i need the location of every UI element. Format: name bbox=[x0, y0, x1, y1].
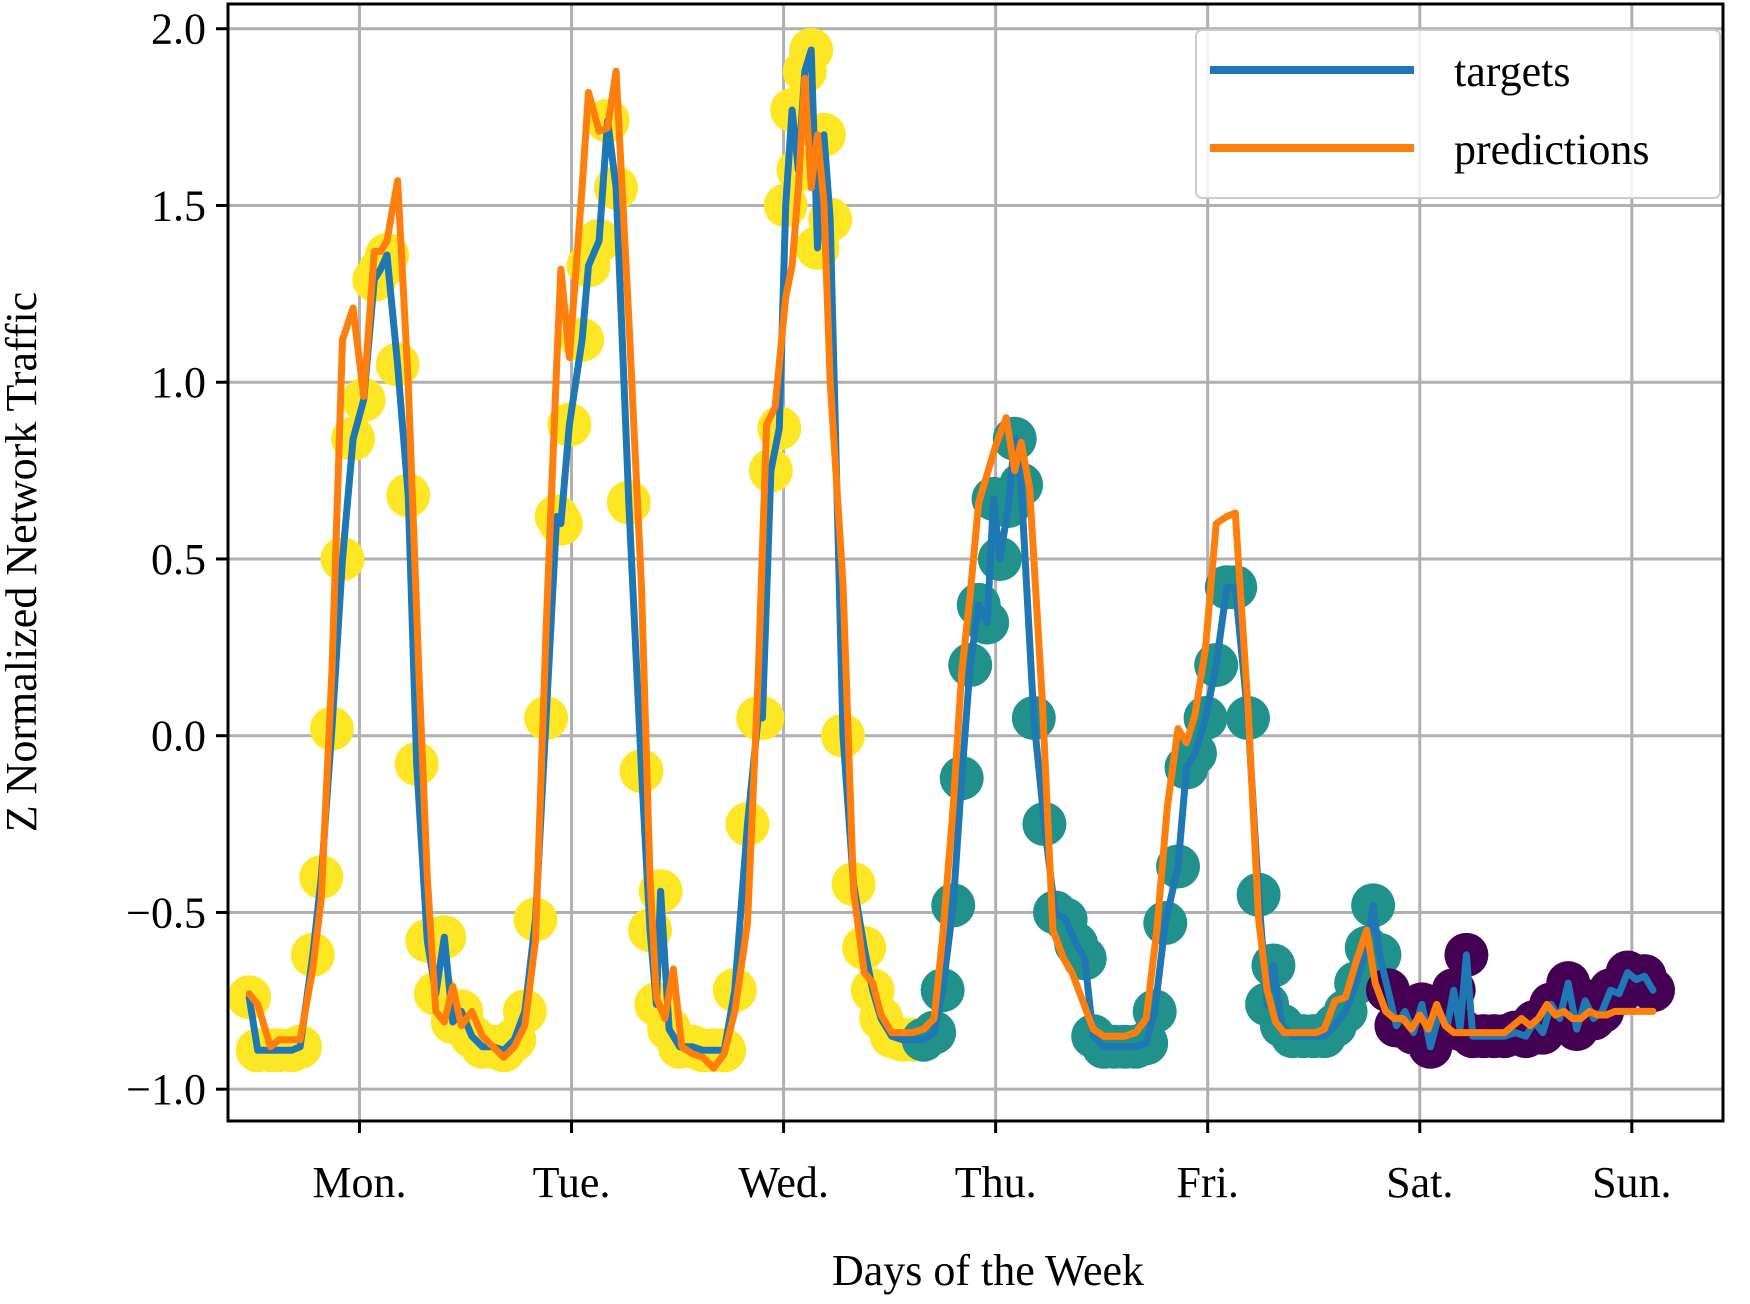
series-line-predictions bbox=[245, 67, 1657, 1072]
x-tick-label: Mon. bbox=[312, 1158, 406, 1207]
x-tick-label: Sun. bbox=[1592, 1158, 1671, 1207]
y-tick-label: 2.0 bbox=[151, 5, 206, 54]
x-tick-label: Sat. bbox=[1386, 1158, 1453, 1207]
series-lines bbox=[245, 46, 1657, 1072]
legend: targets predictions bbox=[1195, 29, 1721, 199]
x-tick-label: Fri. bbox=[1177, 1158, 1239, 1207]
x-axis-label: Days of the Week bbox=[832, 1246, 1144, 1295]
x-tick-label: Wed. bbox=[738, 1158, 829, 1207]
legend-targets-label: targets bbox=[1454, 47, 1571, 96]
y-tick-label: 0.0 bbox=[151, 712, 206, 761]
y-axis-label: Z Normalized Network Traffic bbox=[0, 292, 46, 833]
x-tick-label: Thu. bbox=[955, 1158, 1037, 1207]
axes-frame bbox=[226, 2, 1725, 1123]
y-tick-label: 1.5 bbox=[151, 181, 206, 230]
y-tick-label: 1.0 bbox=[151, 358, 206, 407]
y-tick-label: 0.5 bbox=[151, 535, 206, 584]
y-tick-label: −1.0 bbox=[126, 1065, 206, 1114]
axis-ticks: Mon. Tue. Wed. Thu. Fri. Sat. Sun. 2.0 1.5 1.0 0.5… bbox=[126, 5, 1671, 1207]
x-tick-label: Tue. bbox=[533, 1158, 611, 1207]
y-tick-label: −0.5 bbox=[126, 888, 206, 937]
legend-predictions-label: predictions bbox=[1454, 125, 1650, 174]
